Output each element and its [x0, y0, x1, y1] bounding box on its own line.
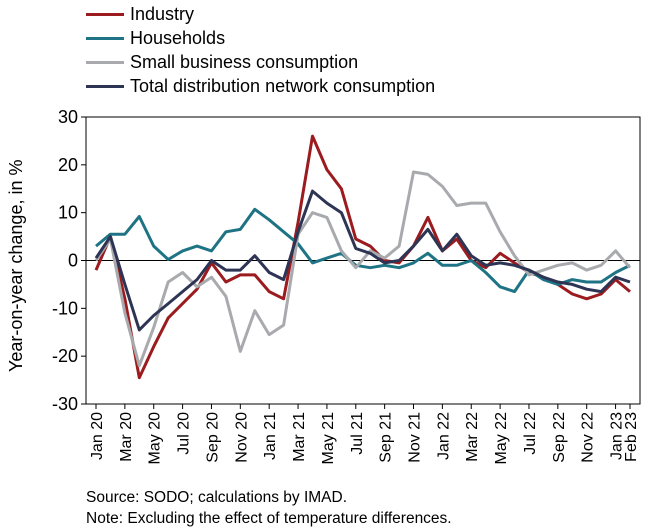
- source-note: Source: SODO; calculations by IMAD.: [86, 489, 348, 506]
- x-tick-label: Jul 22: [522, 412, 539, 455]
- series-line-2: [94, 170, 632, 368]
- x-tick-label: Sep 21: [378, 412, 395, 463]
- series-line-0: [94, 134, 631, 380]
- x-tick-label: Mar 22: [464, 412, 481, 462]
- legend-item-households: Households: [86, 26, 435, 50]
- legend-swatch-industry: [86, 12, 124, 16]
- series-line-1: [95, 207, 631, 294]
- x-tick-label: May 20: [147, 412, 164, 465]
- chart-tick-labels: -30 -20 -10 0 10 20 30 Jan 20 Mar 20 May 20 Jul 20…: [52, 107, 640, 464]
- x-tick-label: Jul 21: [349, 412, 366, 455]
- series-line-3: [94, 189, 631, 332]
- legend-label-households: Households: [130, 28, 226, 48]
- legend-label-industry: Industry: [130, 4, 195, 24]
- x-tick-label: Mar 20: [118, 412, 135, 462]
- x-tick-label: Nov 21: [407, 412, 424, 463]
- y-tick-label: -10: [52, 298, 78, 318]
- x-tick-label: Jan 22: [435, 412, 452, 460]
- x-tick-label: Sep 20: [204, 412, 221, 463]
- y-axis-title: Year-on-year change, in %: [6, 159, 26, 372]
- x-tick-label: May 22: [493, 412, 510, 465]
- chart-series-group: [94, 134, 632, 380]
- x-tick-label: Nov 20: [233, 412, 250, 463]
- x-tick-label: Jul 20: [176, 412, 193, 455]
- legend-item-small-business: Small business consumption: [86, 50, 435, 74]
- y-tick-label: -30: [52, 394, 78, 414]
- temperature-note: Note: Excluding the effect of temperatur…: [86, 510, 452, 527]
- legend-item-total-distribution: Total distribution network consumption: [86, 74, 435, 98]
- y-tick-label: 0: [68, 251, 78, 271]
- x-tick-label: Feb 23: [623, 412, 640, 462]
- y-tick-label: 10: [58, 203, 78, 223]
- y-tick-label: -20: [52, 346, 78, 366]
- chart-footnotes: Source: SODO; calculations by IMAD. Note…: [86, 487, 452, 529]
- legend-swatch-households: [86, 36, 124, 40]
- x-tick-label: Mar 21: [291, 412, 308, 462]
- chart-legend: Industry Households Small business consu…: [86, 2, 435, 98]
- legend-item-industry: Industry: [86, 2, 435, 26]
- x-tick-label: May 21: [320, 412, 337, 465]
- legend-label-total-distribution: Total distribution network consumption: [130, 76, 436, 96]
- legend-swatch-total-distribution: [86, 84, 124, 88]
- y-tick-label: 30: [58, 107, 78, 127]
- x-tick-label: Jan 20: [89, 412, 106, 460]
- x-tick-label: Jan 21: [262, 412, 279, 460]
- x-tick-label: Nov 22: [580, 412, 597, 463]
- legend-swatch-small-business: [86, 60, 124, 64]
- y-tick-label: 20: [58, 155, 78, 175]
- x-tick-label: Sep 22: [551, 412, 568, 463]
- x-tick-label: Jan 23: [609, 412, 626, 460]
- legend-label-small-business: Small business consumption: [130, 52, 359, 72]
